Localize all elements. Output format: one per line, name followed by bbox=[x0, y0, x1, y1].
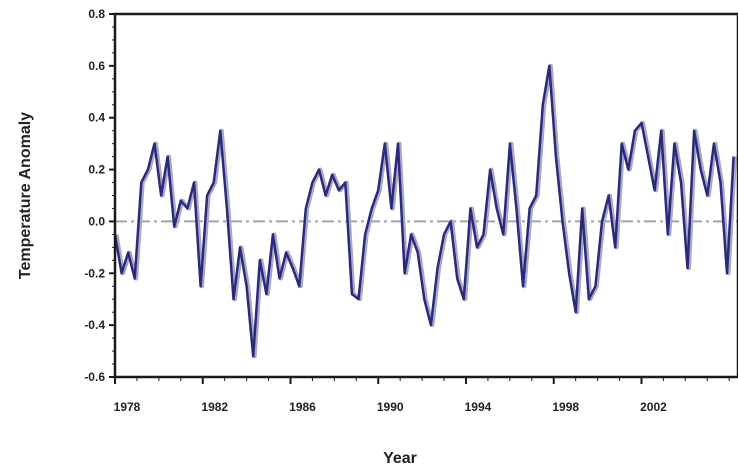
x-axis-ticks: 1978 1982 1986 1990 1994 1998 2002 bbox=[114, 377, 730, 414]
x-tick-label: 1994 bbox=[465, 400, 492, 414]
y-tick-label: 0.0 bbox=[88, 214, 105, 228]
x-tick-label: 1986 bbox=[289, 400, 316, 414]
x-axis-title: Year bbox=[383, 450, 417, 466]
y-tick-label: -0.2 bbox=[84, 266, 105, 280]
x-tick-label: 1990 bbox=[377, 400, 404, 414]
x-tick-label: 1982 bbox=[201, 400, 228, 414]
series-highlight-line bbox=[114, 63, 738, 359]
y-axis-ticks: -0.6 -0.4 -0.2 0.0 0.2 0.4 0.6 0.8 bbox=[84, 7, 115, 384]
x-tick-label: 2002 bbox=[640, 400, 667, 414]
x-tick-label: 1978 bbox=[114, 400, 141, 414]
y-tick-label: 0.8 bbox=[88, 7, 105, 21]
y-tick-label: -0.4 bbox=[84, 318, 105, 332]
y-tick-label: -0.6 bbox=[84, 370, 105, 384]
y-tick-label: 0.4 bbox=[88, 111, 105, 125]
plot-frame bbox=[113, 12, 738, 379]
x-tick-label: 1998 bbox=[552, 400, 579, 414]
series-line bbox=[113, 64, 735, 358]
y-tick-label: 0.2 bbox=[88, 163, 105, 177]
y-tick-label: 0.6 bbox=[88, 59, 105, 73]
y-axis-title: Temperature Anomaly bbox=[17, 112, 34, 279]
